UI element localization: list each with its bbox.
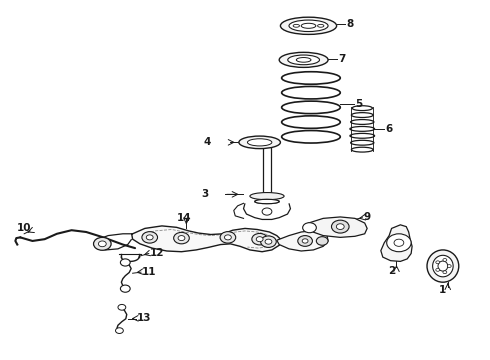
Ellipse shape: [255, 199, 279, 204]
Polygon shape: [381, 225, 412, 261]
Circle shape: [94, 237, 111, 250]
Circle shape: [387, 234, 411, 252]
Circle shape: [302, 239, 308, 243]
Ellipse shape: [293, 24, 299, 27]
Text: 12: 12: [150, 248, 164, 258]
Ellipse shape: [318, 24, 324, 27]
Text: 4: 4: [203, 138, 211, 147]
Circle shape: [336, 224, 344, 229]
Polygon shape: [277, 231, 328, 251]
Circle shape: [178, 235, 185, 240]
Circle shape: [116, 328, 123, 333]
Circle shape: [147, 235, 153, 240]
Circle shape: [303, 223, 317, 233]
Circle shape: [118, 305, 126, 310]
Ellipse shape: [247, 139, 272, 146]
Circle shape: [443, 258, 447, 261]
Ellipse shape: [289, 20, 328, 32]
Circle shape: [220, 231, 236, 243]
Ellipse shape: [288, 55, 319, 65]
Circle shape: [436, 261, 440, 264]
Circle shape: [121, 285, 130, 292]
Text: 14: 14: [176, 213, 191, 222]
Text: 11: 11: [142, 267, 156, 277]
Ellipse shape: [239, 136, 280, 149]
Ellipse shape: [433, 255, 453, 277]
Text: 13: 13: [137, 314, 151, 323]
Polygon shape: [309, 217, 367, 237]
Ellipse shape: [438, 261, 448, 271]
Ellipse shape: [427, 250, 459, 282]
Circle shape: [265, 239, 272, 244]
Circle shape: [98, 241, 106, 247]
Circle shape: [331, 220, 349, 233]
Text: 2: 2: [388, 266, 395, 276]
Ellipse shape: [301, 23, 316, 28]
Text: 6: 6: [386, 124, 393, 134]
Text: 10: 10: [17, 224, 32, 233]
Polygon shape: [132, 226, 282, 252]
Circle shape: [443, 271, 447, 274]
Circle shape: [317, 237, 328, 245]
Circle shape: [252, 233, 268, 245]
Circle shape: [262, 208, 272, 215]
Circle shape: [298, 235, 313, 246]
Text: 7: 7: [338, 54, 346, 64]
Text: 5: 5: [355, 99, 362, 109]
Text: 8: 8: [346, 19, 354, 29]
Circle shape: [142, 231, 158, 243]
Text: 1: 1: [439, 285, 446, 296]
Text: 9: 9: [364, 212, 371, 222]
Circle shape: [224, 235, 231, 240]
Ellipse shape: [250, 193, 284, 200]
Circle shape: [394, 239, 404, 246]
Circle shape: [447, 265, 451, 267]
Ellipse shape: [296, 58, 311, 62]
Circle shape: [121, 259, 130, 266]
Text: 3: 3: [201, 189, 208, 199]
Circle shape: [436, 269, 440, 271]
Ellipse shape: [279, 52, 328, 67]
Ellipse shape: [280, 17, 337, 35]
Circle shape: [261, 236, 276, 247]
Circle shape: [256, 237, 263, 242]
Ellipse shape: [255, 199, 279, 204]
Circle shape: [173, 232, 189, 244]
